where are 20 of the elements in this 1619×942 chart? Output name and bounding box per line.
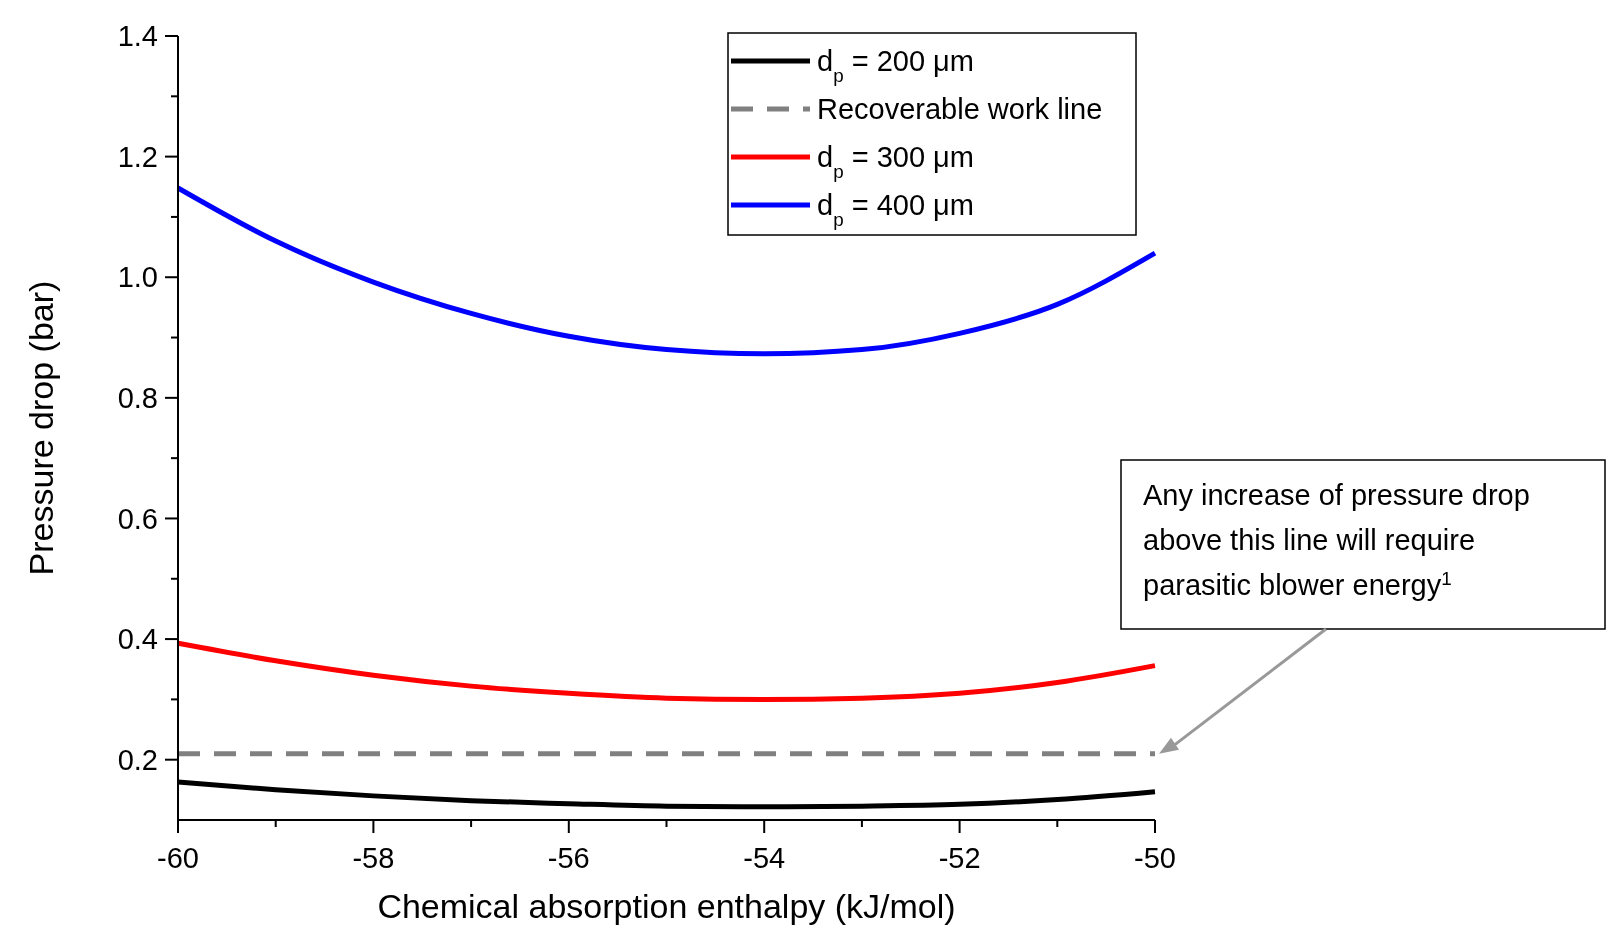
x-axis-title: Chemical absorption enthalpy (kJ/mol) bbox=[377, 887, 956, 925]
legend-label: Recoverable work line bbox=[817, 93, 1103, 126]
y-tick-label: 1.2 bbox=[117, 140, 158, 173]
y-tick-label: 0.6 bbox=[117, 502, 158, 535]
legend-label: d$_{p}$ = 200 μm bbox=[817, 45, 974, 86]
x-tick-label: -52 bbox=[938, 842, 981, 874]
y-tick-label: 1.4 bbox=[117, 20, 158, 53]
x-tick-label: -50 bbox=[1134, 842, 1176, 874]
y-tick-label: 0.2 bbox=[117, 743, 158, 776]
x-tick-label: -58 bbox=[352, 842, 395, 874]
annotation: Any increase of pressure drop above this line will require parasitic blower energy$^{1}$ bbox=[1143, 479, 1530, 601]
x-tick-label: -54 bbox=[743, 842, 786, 874]
y-tick-label: 0.4 bbox=[117, 623, 158, 656]
legend-label: d$_{p}$ = 400 μm bbox=[817, 189, 974, 230]
x-tick-label: -56 bbox=[547, 842, 590, 874]
x-tick-label: -60 bbox=[157, 842, 199, 874]
y-axis-title: Pressure drop (bar) bbox=[22, 280, 60, 576]
y-tick-label: 1.0 bbox=[117, 261, 158, 294]
y-tick-label: 0.8 bbox=[117, 382, 158, 414]
legend-label: d$_{p}$ = 300 μm bbox=[817, 141, 974, 182]
